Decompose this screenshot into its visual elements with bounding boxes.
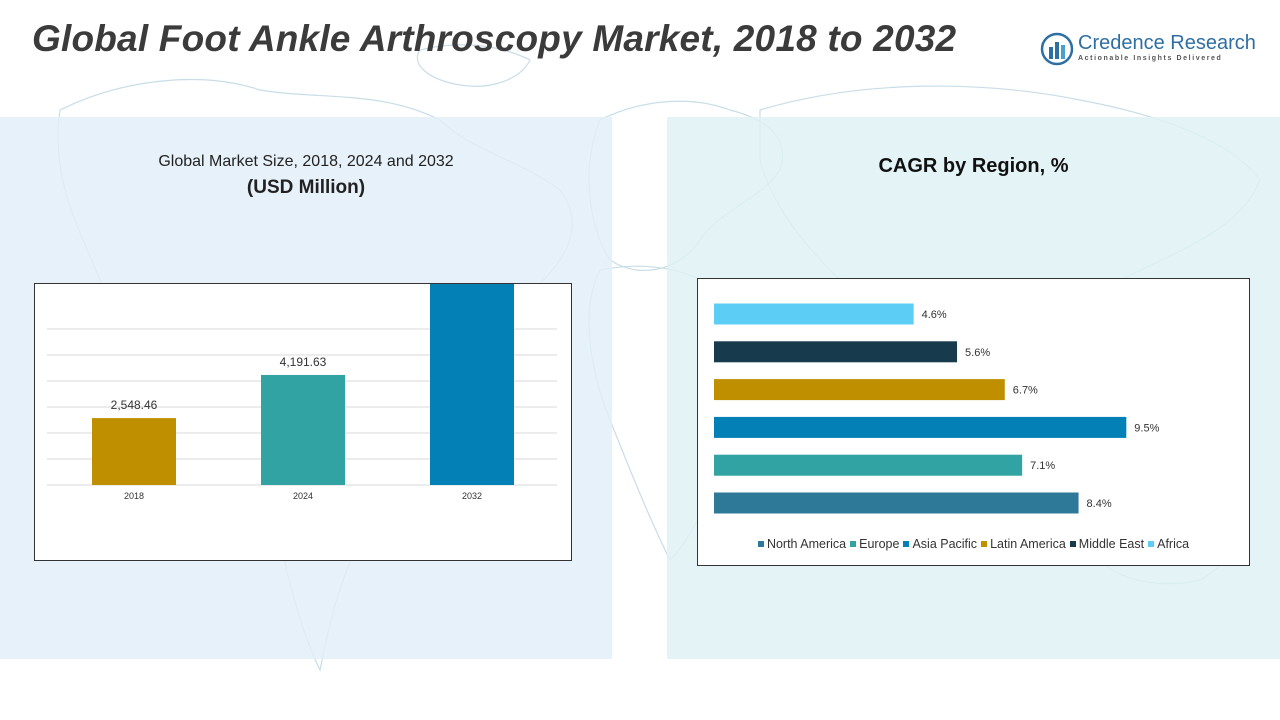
bar-value-label: 5.6% xyxy=(965,347,990,359)
cagr-panel: CAGR by Region, % 4.6% 5.6% 6.7% 9.5% 7.1% 8.… xyxy=(667,117,1280,659)
bar-north-america xyxy=(714,492,1079,514)
cagr-chart-frame: 4.6% 5.6% 6.7% 9.5% 7.1% 8.4% North America Eu… xyxy=(697,278,1250,566)
bar-latin-america xyxy=(714,379,1005,401)
legend-label: Asia Pacific xyxy=(912,537,978,551)
brand-tagline: Actionable Insights Delivered xyxy=(1078,55,1223,62)
legend-item: Europe xyxy=(850,537,899,551)
legend-swatch xyxy=(981,541,988,547)
cagr-legend: North America Europe Asia Pacific Latin Ame… xyxy=(698,537,1249,551)
bar-2032 xyxy=(430,284,514,485)
legend-item: Asia Pacific xyxy=(903,537,977,551)
bar-africa xyxy=(714,303,914,325)
legend-swatch xyxy=(1148,541,1155,547)
legend-item: Africa xyxy=(1148,537,1189,551)
x-tick-label: 2018 xyxy=(124,491,144,501)
bar-value-label: 7.1% xyxy=(1030,460,1055,472)
bar-middle-east xyxy=(714,341,958,363)
bar-2024 xyxy=(261,374,345,485)
market-size-unit: (USD Million) xyxy=(246,177,366,198)
market-size-panel: Global Market Size, 2018, 2024 and 2032 … xyxy=(0,117,612,659)
bar-value-label: 2,548.46 xyxy=(111,398,158,412)
legend-item: North America xyxy=(757,537,847,551)
legend-label: Middle East xyxy=(1078,537,1145,551)
legend-label: Europe xyxy=(859,537,900,551)
bar-value-label: 6.7% xyxy=(1013,385,1038,397)
x-tick-label: 2032 xyxy=(462,491,482,501)
bar-value-label: 9.5% xyxy=(1134,422,1159,434)
bar-value-label: 8.4% xyxy=(1087,498,1112,510)
legend-label: Latin America xyxy=(990,537,1066,551)
cagr-title: CAGR by Region, % xyxy=(878,155,1069,177)
legend-swatch xyxy=(757,541,764,547)
bar-asia-pacific xyxy=(714,416,1127,438)
bar-value-label: 4,191.63 xyxy=(280,355,327,369)
brand-logo: Credence Research Actionable Insights De… xyxy=(1040,30,1260,70)
bar-value-label: 4.6% xyxy=(922,309,947,321)
building-bars-icon xyxy=(1040,32,1074,66)
legend-swatch xyxy=(850,541,857,547)
page-title: Global Foot Ankle Arthroscopy Market, 20… xyxy=(32,18,957,59)
legend-swatch xyxy=(903,541,910,547)
bar-europe xyxy=(714,454,1023,476)
legend-label: Africa xyxy=(1157,537,1190,551)
legend-label: North America xyxy=(766,537,847,551)
legend-swatch xyxy=(1069,541,1076,547)
cagr-bar-chart: 4.6% 5.6% 6.7% 9.5% 7.1% 8.4% xyxy=(714,303,1160,514)
x-tick-label: 2024 xyxy=(293,491,313,501)
brand-name: Credence Research xyxy=(1078,32,1256,54)
bar-2018 xyxy=(92,418,176,485)
market-size-subtitle: Global Market Size, 2018, 2024 and 2032 xyxy=(158,153,454,170)
legend-item: Latin America xyxy=(981,537,1066,551)
legend-item: Middle East xyxy=(1069,537,1145,551)
